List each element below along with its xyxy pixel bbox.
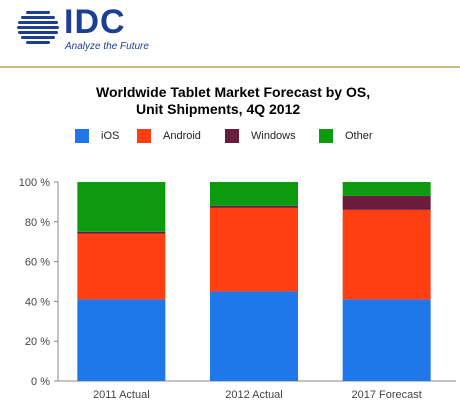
legend-label: Android xyxy=(163,130,201,142)
bar-windows-2 xyxy=(342,195,431,210)
y-tick-label: 80 % xyxy=(25,217,50,229)
legend-label: Windows xyxy=(251,130,296,142)
bar-other-2 xyxy=(342,182,431,196)
legend-swatch xyxy=(137,129,151,143)
bar-ios-2 xyxy=(342,299,431,381)
y-tick-label: 40 % xyxy=(25,296,50,308)
legend-swatch xyxy=(319,129,333,143)
legend-swatch xyxy=(225,129,239,143)
header: IDC Analyze the Future xyxy=(0,0,460,66)
chart-title-block: Worldwide Tablet Market Forecast by OS, … xyxy=(0,84,460,118)
bar-windows-0 xyxy=(77,231,166,234)
header-divider xyxy=(0,66,460,68)
globe-logo-icon xyxy=(17,11,59,44)
brand-name: IDC xyxy=(64,3,126,41)
bar-android-0 xyxy=(77,233,166,300)
legend-label: Other xyxy=(345,130,373,142)
bar-windows-1 xyxy=(210,205,298,208)
chart-subtitle: Unit Shipments, 4Q 2012 xyxy=(136,101,301,117)
chart-title: Worldwide Tablet Market Forecast by OS, xyxy=(96,84,371,100)
bar-android-1 xyxy=(210,207,298,292)
y-tick-label: 0 % xyxy=(31,376,50,388)
x-tick-label: 2012 Actual xyxy=(225,389,283,401)
bar-other-0 xyxy=(77,182,166,232)
bar-ios-0 xyxy=(77,299,166,381)
y-tick-label: 60 % xyxy=(25,257,50,269)
brand-tagline: Analyze the Future xyxy=(65,41,149,52)
legend-swatch xyxy=(75,129,89,143)
y-tick-label: 100 % xyxy=(19,177,50,189)
x-tick-label: 2011 Actual xyxy=(93,389,150,401)
bar-android-2 xyxy=(342,209,431,300)
y-tick-label: 20 % xyxy=(25,336,50,348)
bar-other-1 xyxy=(210,182,298,206)
legend-label: iOS xyxy=(101,130,120,142)
x-tick-label: 2017 Forecast xyxy=(352,389,422,401)
bar-ios-1 xyxy=(210,291,298,381)
